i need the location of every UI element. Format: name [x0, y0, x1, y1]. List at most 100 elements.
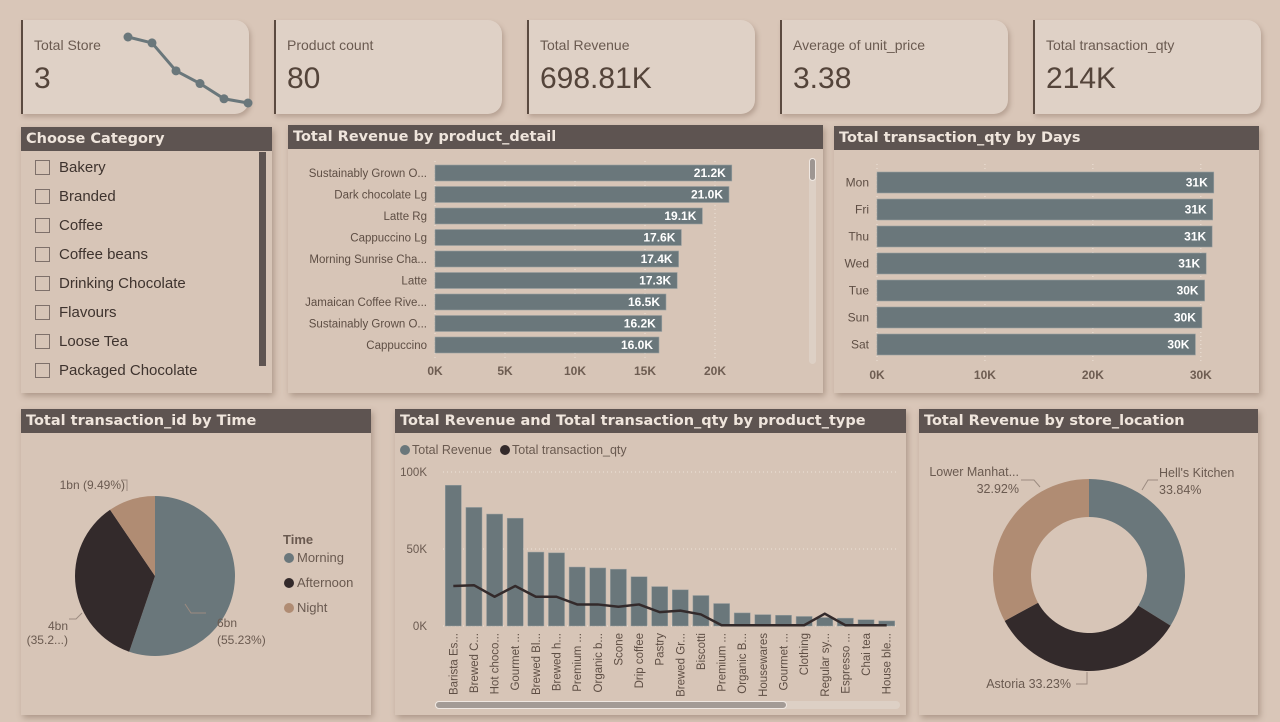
- bar: [434, 164, 733, 182]
- x-tick-label: 30K: [1190, 368, 1212, 382]
- x-tick-label: Gourmet ...: [510, 633, 522, 691]
- chart-h-scrollbar-thumb[interactable]: [435, 701, 787, 709]
- leader-line: [69, 612, 83, 620]
- category-label: Cappuccino: [366, 340, 427, 352]
- slicer-item-label: Coffee beans: [59, 245, 148, 263]
- slicer-item-label: Coffee: [59, 216, 103, 234]
- slicer-item[interactable]: Packaged Chocolate: [35, 358, 197, 382]
- legend-marker: [284, 553, 294, 563]
- category-label: Latte: [401, 276, 427, 288]
- kpi-value: 3.38: [793, 62, 852, 95]
- category-label: Thu: [848, 230, 869, 244]
- bar: [568, 566, 586, 627]
- bar: [692, 595, 710, 627]
- bar: [434, 229, 682, 246]
- revenue-by-store-location-chart: Hell's Kitchen 33.84% Astoria 33.23% Lower …: [929, 465, 1234, 691]
- legend-label: Total Revenue: [412, 443, 492, 457]
- chart-title: Total Revenue by product_detail: [288, 125, 823, 149]
- chart-h-scrollbar-track[interactable]: [435, 701, 900, 709]
- x-tick-label: Biscotti: [696, 633, 708, 670]
- data-label: 31K: [1185, 203, 1207, 217]
- legend-title: Time: [283, 532, 313, 547]
- checkbox[interactable]: [35, 159, 50, 175]
- checkbox[interactable]: [35, 333, 50, 349]
- data-label: (55.23%): [217, 633, 266, 647]
- data-label: 32.92%: [977, 482, 1019, 496]
- data-label: 30K: [1167, 338, 1189, 352]
- chart-title: Total Revenue and Total transaction_qty …: [395, 409, 906, 433]
- bar: [876, 306, 1203, 329]
- x-tick-label: 15K: [634, 364, 656, 378]
- bar: [486, 513, 503, 627]
- x-tick-label: 20K: [1082, 368, 1104, 382]
- data-label: 30K: [1177, 284, 1199, 298]
- data-label: (35.2...): [27, 633, 68, 647]
- sparkline-point: [195, 79, 205, 89]
- kpi-label: Total Store: [34, 37, 101, 53]
- bar: [548, 552, 565, 627]
- data-label: 21.2K: [694, 166, 726, 180]
- qty-by-days-panel: Total transaction_qty by Days 0K 10K 20K 30…: [834, 126, 1259, 393]
- slicer-item-label: Flavours: [59, 303, 117, 321]
- slicer-item[interactable]: Branded: [35, 184, 116, 208]
- chart-title: Total transaction_id by Time: [21, 409, 371, 433]
- kpi-card-total-qty: Total transaction_qty 214K: [1033, 20, 1261, 114]
- data-label: 33.84%: [1159, 483, 1201, 497]
- x-tick-label: Premium ...: [717, 633, 729, 692]
- data-label: 31K: [1184, 230, 1206, 244]
- kpi-value: 698.81K: [540, 62, 652, 95]
- checkbox[interactable]: [35, 304, 50, 320]
- bar: [876, 279, 1205, 302]
- legend-marker: [500, 445, 510, 455]
- bar: [434, 186, 730, 203]
- bar: [445, 484, 462, 627]
- sparkline-point: [123, 32, 133, 42]
- leader-line: [1021, 479, 1041, 488]
- category-label: Cappuccino Lg: [350, 233, 427, 245]
- bar: [876, 333, 1196, 356]
- checkbox[interactable]: [35, 275, 50, 291]
- legend-marker: [284, 578, 294, 588]
- x-tick-label: House ble...: [882, 633, 894, 694]
- x-tick-label: 10K: [974, 368, 996, 382]
- donut-slice: [993, 479, 1089, 621]
- kpi-label: Total transaction_qty: [1046, 37, 1175, 53]
- data-label: 16.0K: [621, 338, 653, 352]
- slicer-item[interactable]: Loose Tea: [35, 329, 128, 353]
- legend-marker: [284, 603, 294, 613]
- x-tick-label: Drip coffee: [634, 633, 646, 688]
- slicer-item[interactable]: Bakery: [35, 155, 106, 179]
- bar: [876, 171, 1215, 194]
- legend-label: Total transaction_qty: [512, 443, 627, 457]
- checkbox[interactable]: [35, 217, 50, 233]
- x-tick-label: Pastry: [655, 633, 667, 666]
- x-tick-label: 0K: [427, 364, 443, 378]
- x-tick-label: 10K: [564, 364, 586, 378]
- slicer-item[interactable]: Drinking Chocolate: [35, 271, 186, 295]
- bar: [434, 293, 667, 311]
- kpi-card-total-revenue: Total Revenue 698.81K: [527, 20, 755, 114]
- slicer-title: Choose Category: [21, 127, 272, 151]
- data-label: 19.1K: [664, 209, 696, 223]
- slicer-item[interactable]: Coffee: [35, 213, 103, 237]
- bar: [589, 567, 607, 627]
- checkbox[interactable]: [35, 188, 50, 204]
- sparkline-point: [243, 98, 253, 108]
- checkbox[interactable]: [35, 362, 50, 378]
- x-tick-label: Chai tea: [861, 632, 873, 675]
- bar: [506, 517, 524, 627]
- slicer-scrollbar[interactable]: [259, 152, 266, 366]
- slicer-item-label: Branded: [59, 187, 116, 205]
- x-tick-label: 20K: [704, 364, 726, 378]
- bar: [434, 272, 678, 289]
- x-tick-label: Scone: [613, 633, 625, 666]
- data-label: 1bn (9.49%): [60, 478, 125, 492]
- slicer-item[interactable]: Coffee beans: [35, 242, 148, 266]
- checkbox[interactable]: [35, 246, 50, 262]
- chart-scrollbar-track[interactable]: [809, 158, 816, 364]
- kpi-label: Product count: [287, 37, 374, 53]
- chart-scrollbar-thumb[interactable]: [809, 158, 816, 181]
- slicer-item[interactable]: Flavours: [35, 300, 117, 324]
- slicer-item-label: Loose Tea: [59, 332, 128, 350]
- revenue-by-product-detail-panel: Total Revenue by product_detail 0K 5K 10K 1…: [288, 125, 823, 393]
